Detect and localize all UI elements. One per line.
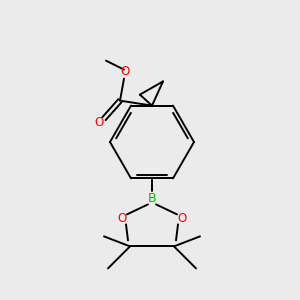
Text: O: O: [117, 212, 127, 225]
Text: O: O: [177, 212, 187, 225]
Text: O: O: [94, 116, 103, 129]
Text: O: O: [120, 65, 130, 78]
Text: B: B: [148, 192, 156, 205]
